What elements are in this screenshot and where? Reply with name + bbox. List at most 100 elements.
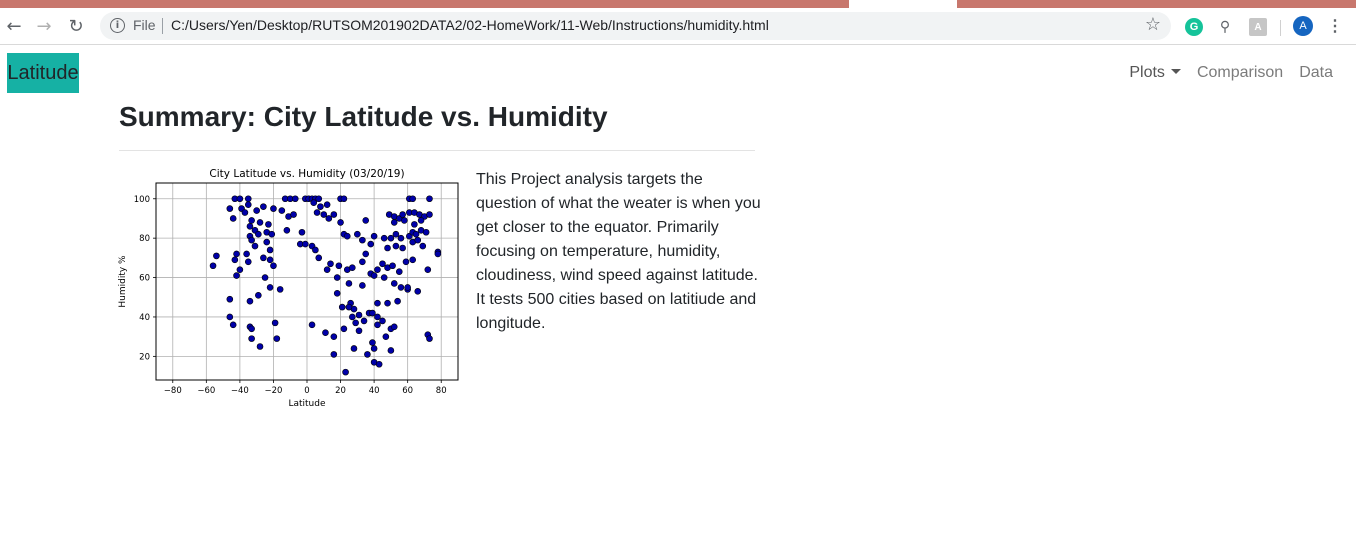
scatter-point xyxy=(320,211,328,218)
scatter-point xyxy=(333,274,341,281)
scatter-point xyxy=(229,321,237,329)
scatter-point xyxy=(390,280,398,287)
scatter-point xyxy=(266,284,274,291)
scatter-point xyxy=(236,195,244,203)
scatter-point xyxy=(364,351,371,358)
scatter-point xyxy=(414,236,422,244)
scatter-point xyxy=(355,311,363,319)
address-bar[interactable]: i File C:/Users/Yen/Desktop/RUTSOM201902… xyxy=(100,12,1171,40)
scatter-point xyxy=(345,303,353,311)
grammarly-icon[interactable]: G xyxy=(1185,18,1203,36)
scatter-point xyxy=(330,333,338,340)
scatter-point xyxy=(248,217,255,224)
scatter-point xyxy=(426,211,433,218)
scatter-point xyxy=(417,217,425,224)
scatter-point xyxy=(310,199,318,207)
scatter-point xyxy=(374,313,381,321)
forward-arrow-icon[interactable]: → xyxy=(36,15,52,37)
scatter-point xyxy=(226,205,234,212)
url-scheme: File xyxy=(133,17,156,33)
scatter-point xyxy=(333,290,341,297)
scatter-point xyxy=(302,240,309,248)
scatter-point xyxy=(337,219,344,226)
x-tick-label: −80 xyxy=(164,386,182,396)
scatter-point xyxy=(380,234,388,242)
scatter-point xyxy=(244,201,252,208)
info-icon[interactable]: i xyxy=(110,18,125,33)
scatter-point xyxy=(359,258,366,266)
scatter-point xyxy=(397,234,405,242)
scatter-point xyxy=(325,215,333,222)
scatter-point xyxy=(231,256,239,264)
scatter-point xyxy=(298,228,306,236)
scatter-point xyxy=(394,297,401,305)
scatter-point xyxy=(213,252,220,260)
scatter-point xyxy=(312,246,319,254)
navbar-brand[interactable]: Latitude xyxy=(7,53,79,93)
scatter-point xyxy=(384,244,391,252)
scatter-point xyxy=(323,201,331,208)
scatter-point xyxy=(399,244,406,252)
nav-comparison[interactable]: Comparison xyxy=(1196,64,1284,81)
nav-plots-dropdown[interactable]: Plots xyxy=(1129,64,1181,82)
scatter-point xyxy=(411,221,418,228)
star-icon[interactable]: ☆ xyxy=(1144,14,1161,35)
back-arrow-icon[interactable]: ← xyxy=(6,15,22,37)
scatter-point xyxy=(244,258,252,266)
scatter-point xyxy=(209,262,217,270)
scatter-point xyxy=(317,203,324,210)
page-title: Summary: City Latitude vs. Humidity xyxy=(119,101,608,132)
scatter-point xyxy=(401,217,408,224)
scatter-point xyxy=(374,321,381,329)
scatter-point xyxy=(271,319,279,327)
scatter-point xyxy=(375,360,383,368)
menu-dots-icon[interactable]: ⋮ xyxy=(1327,18,1343,35)
scatter-point xyxy=(395,268,403,275)
scatter-point xyxy=(226,313,234,321)
scatter-point xyxy=(246,297,254,305)
scatter-point xyxy=(392,242,400,250)
scatter-point xyxy=(367,240,375,248)
scatter-point xyxy=(233,272,240,279)
scatter-point xyxy=(266,246,274,254)
scatter-point xyxy=(226,295,234,303)
scatter-point xyxy=(424,266,432,273)
browser-tab[interactable] xyxy=(957,0,1356,8)
scheme-separator xyxy=(162,18,163,34)
scatter-point xyxy=(369,309,376,317)
chart-title: City Latitude vs. Humidity (03/20/19) xyxy=(209,168,404,180)
scatter-point xyxy=(419,242,427,250)
search-icon[interactable]: ⚲ xyxy=(1219,19,1231,35)
scatter-point xyxy=(313,209,321,216)
scatter-point xyxy=(390,323,398,331)
scatter-point xyxy=(343,232,351,240)
browser-tab[interactable] xyxy=(0,0,849,8)
scatter-point xyxy=(265,221,272,228)
scatter-point xyxy=(379,260,386,268)
scatter-point xyxy=(315,195,323,203)
reload-icon[interactable]: ↻ xyxy=(68,15,84,37)
url-text[interactable]: C:/Users/Yen/Desktop/RUTSOM201902DATA2/0… xyxy=(171,17,769,33)
toolbar-separator xyxy=(1280,20,1281,36)
scatter-point xyxy=(392,230,400,238)
scatter-point xyxy=(340,195,348,203)
scatter-point xyxy=(255,230,262,238)
scatter-point xyxy=(243,250,250,258)
scatter-point xyxy=(434,250,442,258)
x-tick-label: 0 xyxy=(304,386,309,396)
pdf-icon[interactable]: A xyxy=(1249,18,1267,36)
scatter-point xyxy=(345,280,353,287)
scatter-point xyxy=(260,254,267,262)
scatter-point xyxy=(397,284,405,291)
scatter-point xyxy=(352,319,359,327)
scatter-point xyxy=(260,203,267,210)
scatter-point xyxy=(273,335,281,342)
scatter-point xyxy=(402,258,410,266)
scatter-point xyxy=(276,286,284,293)
scatter-point xyxy=(266,256,274,264)
nav-data[interactable]: Data xyxy=(1299,64,1333,81)
scatter-point xyxy=(338,303,346,311)
scatter-point xyxy=(360,317,368,325)
scatter-point xyxy=(412,230,420,238)
avatar[interactable]: A xyxy=(1293,16,1313,36)
